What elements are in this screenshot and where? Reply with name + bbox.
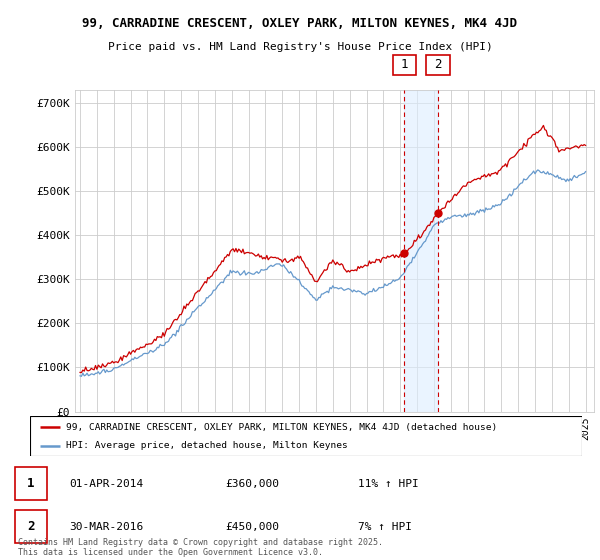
Text: 99, CARRADINE CRESCENT, OXLEY PARK, MILTON KEYNES, MK4 4JD: 99, CARRADINE CRESCENT, OXLEY PARK, MILT… [83, 17, 517, 30]
Text: Contains HM Land Registry data © Crown copyright and database right 2025.
This d: Contains HM Land Registry data © Crown c… [18, 538, 383, 557]
Text: 1: 1 [401, 58, 408, 72]
Text: 1: 1 [27, 477, 34, 490]
Text: £450,000: £450,000 [225, 522, 279, 532]
FancyBboxPatch shape [30, 416, 582, 456]
FancyBboxPatch shape [15, 510, 47, 543]
Text: 2: 2 [27, 520, 34, 534]
FancyBboxPatch shape [426, 55, 450, 74]
Text: £360,000: £360,000 [225, 478, 279, 488]
Text: 01-APR-2014: 01-APR-2014 [70, 478, 144, 488]
Text: 7% ↑ HPI: 7% ↑ HPI [358, 522, 412, 532]
Text: 11% ↑ HPI: 11% ↑ HPI [358, 478, 418, 488]
Text: 99, CARRADINE CRESCENT, OXLEY PARK, MILTON KEYNES, MK4 4JD (detached house): 99, CARRADINE CRESCENT, OXLEY PARK, MILT… [66, 423, 497, 432]
FancyBboxPatch shape [392, 55, 416, 74]
Text: 2: 2 [434, 58, 442, 72]
Text: HPI: Average price, detached house, Milton Keynes: HPI: Average price, detached house, Milt… [66, 441, 347, 450]
Text: 30-MAR-2016: 30-MAR-2016 [70, 522, 144, 532]
FancyBboxPatch shape [15, 467, 47, 500]
Text: Price paid vs. HM Land Registry's House Price Index (HPI): Price paid vs. HM Land Registry's House … [107, 42, 493, 52]
Bar [404, 90, 438, 412]
